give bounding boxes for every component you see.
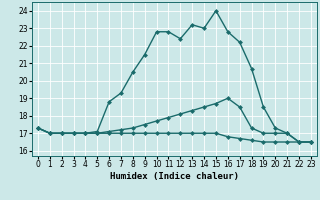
X-axis label: Humidex (Indice chaleur): Humidex (Indice chaleur) xyxy=(110,172,239,181)
